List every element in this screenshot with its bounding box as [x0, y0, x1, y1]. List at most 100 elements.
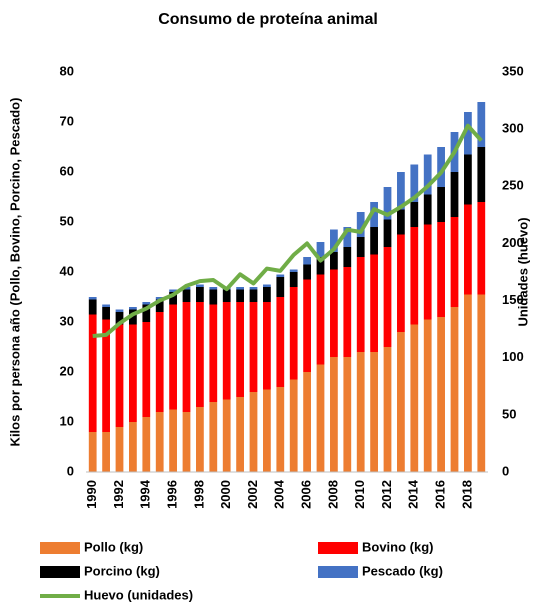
bar — [115, 312, 124, 325]
bar — [383, 347, 392, 472]
x-tick-label: 2014 — [406, 479, 421, 509]
bar — [423, 224, 432, 320]
bar — [330, 269, 338, 357]
bar — [343, 267, 352, 357]
bar — [289, 272, 298, 287]
bar — [263, 287, 271, 302]
bar — [88, 314, 97, 432]
y-tick-label: 80 — [60, 63, 74, 78]
bar — [303, 372, 311, 472]
bar — [343, 247, 352, 267]
bar — [330, 357, 338, 472]
x-tick-label: 1992 — [111, 480, 126, 509]
bar — [397, 209, 405, 235]
bar — [222, 399, 231, 472]
bar — [437, 222, 445, 317]
bar — [102, 319, 110, 432]
bar — [169, 289, 177, 292]
legend-label: Pollo (kg) — [84, 539, 143, 554]
bar — [303, 279, 311, 372]
bar — [88, 432, 97, 472]
bar — [129, 307, 137, 310]
bar — [263, 302, 271, 390]
bar — [370, 352, 378, 472]
legend-swatch — [318, 566, 358, 578]
x-tick-label: 2008 — [325, 480, 340, 509]
bar — [410, 202, 419, 227]
bar — [397, 172, 405, 210]
y2-tick-label: 50 — [502, 406, 516, 421]
legend-label: Bovino (kg) — [362, 539, 434, 554]
bar — [182, 287, 191, 290]
bar — [263, 389, 271, 472]
legend-label: Huevo (unidades) — [84, 587, 193, 602]
bar — [249, 392, 258, 472]
bar — [142, 417, 151, 472]
bar — [276, 274, 285, 277]
x-tick-label: 2002 — [245, 480, 260, 509]
bar — [209, 287, 218, 290]
bar — [410, 324, 419, 472]
bar — [129, 422, 137, 472]
bar — [169, 304, 177, 410]
bar — [356, 237, 365, 257]
x-tick-label: 2006 — [299, 480, 314, 509]
bar — [477, 102, 486, 147]
y-tick-label: 60 — [60, 163, 74, 178]
bar — [356, 257, 365, 352]
bar — [169, 409, 177, 472]
bar — [276, 387, 285, 472]
bar — [196, 407, 204, 472]
bar — [410, 164, 419, 202]
bar — [370, 254, 378, 352]
bar — [370, 227, 378, 255]
x-tick-label: 1998 — [191, 480, 206, 509]
bar — [477, 294, 486, 472]
y2-tick-label: 250 — [502, 178, 524, 193]
x-tick-label: 2016 — [433, 480, 448, 509]
bar — [142, 322, 151, 417]
bar — [263, 284, 271, 287]
x-tick-label: 2010 — [352, 480, 367, 509]
bar — [196, 284, 204, 287]
bar — [410, 227, 419, 325]
bar — [343, 227, 352, 247]
bar — [88, 297, 97, 300]
y2-tick-label: 350 — [502, 63, 524, 78]
bar — [236, 302, 244, 397]
x-tick-label: 1990 — [84, 480, 99, 509]
bar — [115, 324, 124, 427]
bar — [276, 277, 285, 297]
bar — [383, 247, 392, 347]
bar — [356, 212, 365, 237]
bar — [437, 147, 445, 187]
y2-axis-label: Unidades (huevo) — [515, 217, 530, 326]
bar — [464, 154, 472, 205]
bar — [423, 319, 432, 472]
y-tick-label: 30 — [60, 313, 74, 328]
bar — [289, 269, 298, 272]
bar — [249, 302, 258, 392]
bar — [236, 287, 244, 290]
bar — [450, 307, 459, 472]
bar — [477, 202, 486, 295]
y-tick-label: 20 — [60, 363, 74, 378]
bar — [464, 204, 472, 295]
bar — [142, 304, 151, 322]
y-tick-label: 10 — [60, 413, 74, 428]
chart-title: Consumo de proteína animal — [158, 11, 378, 28]
bar — [222, 302, 231, 400]
y-tick-label: 40 — [60, 263, 74, 278]
y2-tick-label: 100 — [502, 349, 524, 364]
bar — [423, 194, 432, 225]
bar — [182, 302, 191, 412]
bar — [370, 202, 378, 227]
y-tick-label: 0 — [67, 463, 74, 478]
bar — [397, 332, 405, 472]
legend-label: Porcino (kg) — [84, 563, 160, 578]
x-tick-label: 1994 — [138, 479, 153, 509]
bar — [155, 412, 164, 472]
x-tick-label: 2018 — [459, 480, 474, 509]
bar — [129, 324, 137, 422]
bar — [155, 312, 164, 412]
